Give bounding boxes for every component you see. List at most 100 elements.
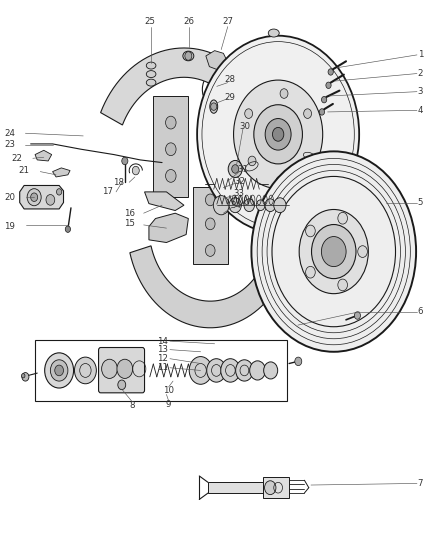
Text: 12: 12 — [156, 354, 168, 363]
Circle shape — [265, 118, 291, 150]
Circle shape — [354, 312, 360, 319]
Polygon shape — [101, 48, 275, 146]
Text: 17: 17 — [102, 188, 113, 196]
Text: 2: 2 — [418, 69, 423, 78]
Text: 11: 11 — [156, 364, 168, 372]
Circle shape — [166, 169, 176, 182]
Text: 14: 14 — [156, 337, 168, 345]
Text: 33: 33 — [233, 189, 244, 198]
Circle shape — [21, 374, 25, 378]
Text: 3: 3 — [418, 87, 423, 96]
Circle shape — [46, 195, 55, 205]
Text: 20: 20 — [4, 193, 15, 201]
Circle shape — [265, 481, 276, 495]
Polygon shape — [130, 246, 291, 328]
Circle shape — [265, 199, 276, 212]
Circle shape — [205, 218, 215, 230]
Circle shape — [189, 357, 212, 384]
Polygon shape — [208, 482, 263, 493]
Polygon shape — [20, 185, 64, 209]
Text: 28: 28 — [224, 76, 236, 84]
Circle shape — [272, 127, 284, 141]
Text: 32: 32 — [234, 177, 246, 185]
Circle shape — [251, 151, 416, 352]
Circle shape — [319, 109, 325, 115]
Circle shape — [306, 225, 315, 237]
Circle shape — [65, 226, 71, 232]
Text: 18: 18 — [113, 178, 124, 187]
Text: 26: 26 — [184, 17, 195, 26]
Polygon shape — [153, 96, 188, 197]
Polygon shape — [149, 213, 188, 243]
Circle shape — [338, 279, 347, 291]
Circle shape — [213, 196, 229, 215]
Text: 9: 9 — [166, 400, 171, 408]
Circle shape — [280, 88, 288, 98]
FancyBboxPatch shape — [99, 348, 145, 393]
Ellipse shape — [146, 70, 156, 77]
Circle shape — [256, 200, 265, 211]
Circle shape — [27, 189, 41, 206]
Circle shape — [132, 166, 139, 175]
Text: 16: 16 — [124, 209, 135, 217]
Circle shape — [122, 157, 128, 165]
Circle shape — [250, 361, 265, 380]
Text: 5: 5 — [418, 198, 423, 207]
Circle shape — [286, 168, 294, 178]
Circle shape — [185, 52, 192, 60]
Circle shape — [232, 165, 239, 173]
Text: 19: 19 — [4, 222, 15, 231]
Circle shape — [321, 96, 327, 103]
Circle shape — [102, 359, 117, 378]
Circle shape — [207, 359, 226, 382]
Circle shape — [74, 357, 96, 384]
Circle shape — [326, 82, 331, 88]
Circle shape — [328, 69, 333, 75]
Polygon shape — [53, 168, 70, 177]
Circle shape — [228, 160, 242, 177]
Circle shape — [45, 353, 74, 388]
Text: 6: 6 — [418, 308, 423, 316]
Text: 22: 22 — [11, 154, 22, 163]
Text: 34: 34 — [230, 201, 241, 210]
Circle shape — [274, 198, 286, 213]
Circle shape — [197, 36, 359, 233]
Circle shape — [233, 80, 323, 189]
Circle shape — [236, 360, 253, 381]
Circle shape — [295, 357, 302, 366]
Circle shape — [118, 380, 126, 390]
Text: 31: 31 — [237, 165, 249, 174]
Polygon shape — [206, 51, 230, 72]
Circle shape — [205, 194, 215, 206]
Circle shape — [299, 209, 368, 294]
Circle shape — [166, 116, 176, 129]
Circle shape — [304, 109, 311, 118]
Text: 4: 4 — [418, 106, 423, 115]
Circle shape — [321, 237, 346, 266]
Ellipse shape — [146, 79, 156, 86]
Circle shape — [254, 104, 303, 164]
Text: 30: 30 — [240, 122, 251, 131]
Circle shape — [338, 212, 347, 224]
Circle shape — [221, 359, 240, 382]
Text: 29: 29 — [225, 93, 235, 101]
Circle shape — [245, 109, 253, 118]
Ellipse shape — [146, 62, 156, 69]
Circle shape — [358, 246, 367, 257]
Text: 24: 24 — [4, 129, 15, 138]
Ellipse shape — [210, 100, 218, 114]
Text: 10: 10 — [163, 386, 174, 394]
Ellipse shape — [268, 29, 279, 37]
Polygon shape — [35, 150, 52, 161]
Text: 1: 1 — [418, 51, 423, 59]
Polygon shape — [145, 192, 184, 211]
Circle shape — [22, 373, 29, 381]
Polygon shape — [263, 477, 289, 498]
Circle shape — [31, 193, 38, 201]
Circle shape — [311, 224, 356, 279]
Circle shape — [117, 359, 133, 378]
Circle shape — [229, 198, 241, 213]
Circle shape — [166, 143, 176, 156]
Circle shape — [55, 365, 64, 376]
Circle shape — [211, 103, 217, 110]
